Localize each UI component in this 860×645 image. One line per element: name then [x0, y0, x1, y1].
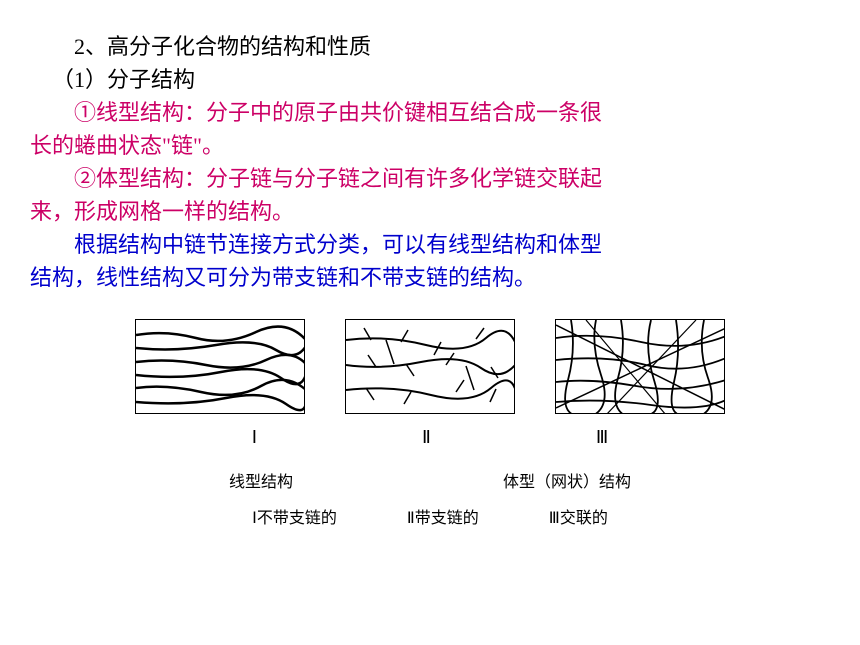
network-structure-svg [556, 320, 725, 414]
diagram-section: Ⅰ Ⅱ Ⅲ 线型结构 体型（网状）结构 Ⅰ不带支链的 Ⅱ带支链的 Ⅲ交联的 [30, 319, 830, 528]
heading-number: 2、 [74, 34, 107, 59]
note-line2: 结构，线性结构又可分为带支链和不带支链的结构。 [30, 261, 830, 294]
subheading-line: （1）分子结构 [30, 63, 830, 96]
bottom-label-1: Ⅰ不带支链的 [252, 504, 337, 528]
point1-line2: 长的蜷曲状态"链"。 [30, 129, 830, 162]
structure-label-2: 体型（网状）结构 [503, 468, 631, 492]
roman-labels-row: Ⅰ Ⅱ Ⅲ [252, 427, 609, 448]
roman-label-1: Ⅰ [252, 427, 257, 448]
point1-label: 线型结构： [96, 100, 206, 125]
subheading-number: （1） [52, 67, 107, 92]
point2-text1: 分子链与分子链之间有许多化学链交联起 [206, 166, 602, 191]
note-line1: 根据结构中链节连接方式分类，可以有线型结构和体型 [30, 228, 830, 261]
point1-line1: ①线型结构：分子中的原子由共价键相互结合成一条很 [30, 96, 830, 129]
bottom-labels-row: Ⅰ不带支链的 Ⅱ带支链的 Ⅲ交联的 [252, 504, 608, 528]
bottom-label-2: Ⅱ带支链的 [407, 504, 479, 528]
diagram-box-2 [345, 319, 515, 414]
heading-title: 高分子化合物的结构和性质 [107, 34, 371, 59]
point2-line2: 来，形成网格一样的结构。 [30, 195, 830, 228]
content-area: 2、高分子化合物的结构和性质 （1）分子结构 ①线型结构：分子中的原子由共价键相… [30, 30, 830, 294]
branched-structure-svg [346, 320, 515, 414]
point1-text1: 分子中的原子由共价键相互结合成一条很 [206, 100, 602, 125]
bottom-label-3: Ⅲ交联的 [549, 504, 608, 528]
diagram-row [135, 319, 725, 414]
roman-label-2: Ⅱ [422, 427, 431, 448]
heading-line: 2、高分子化合物的结构和性质 [30, 30, 830, 63]
roman-label-3: Ⅲ [596, 427, 608, 448]
subheading-title: 分子结构 [107, 67, 195, 92]
linear-structure-svg [136, 320, 305, 414]
diagram-box-1 [135, 319, 305, 414]
point2-line1: ②体型结构：分子链与分子链之间有许多化学链交联起 [30, 162, 830, 195]
structure-label-1: 线型结构 [229, 468, 293, 492]
point2-number: ② [74, 166, 96, 191]
structure-labels-row: 线型结构 体型（网状）结构 [229, 468, 631, 492]
point2-label: 体型结构： [96, 166, 206, 191]
point1-number: ① [74, 100, 96, 125]
diagram-box-3 [555, 319, 725, 414]
